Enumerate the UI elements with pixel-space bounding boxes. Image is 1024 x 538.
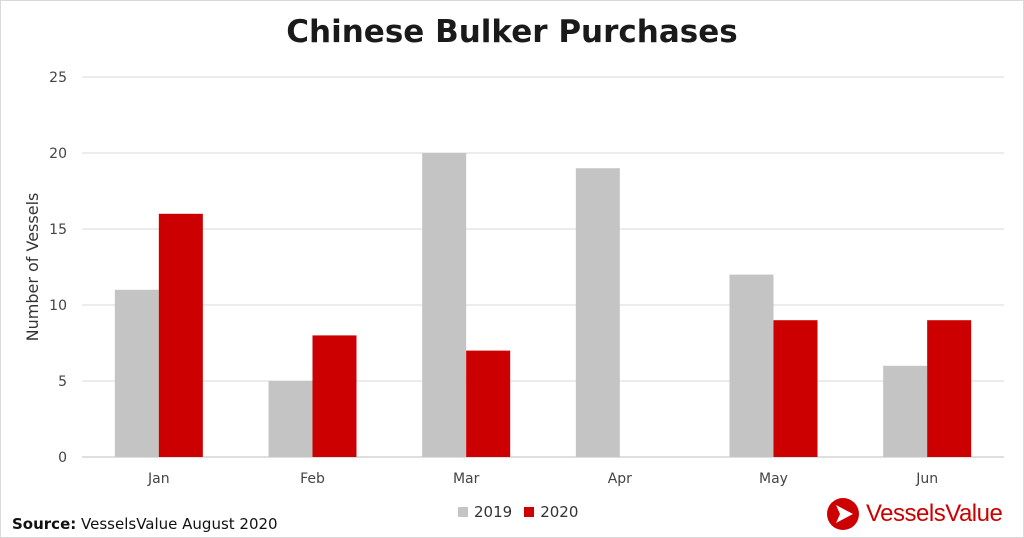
bar-2020-jun <box>927 320 972 457</box>
bar-2019-apr <box>575 168 620 457</box>
y-tick-label: 5 <box>58 374 67 390</box>
y-axis-label: Number of Vessels <box>23 193 42 342</box>
legend-item-2019: 2019 <box>458 503 512 521</box>
chart-title: Chinese Bulker Purchases <box>286 14 738 50</box>
logo-icon <box>827 498 859 530</box>
logo-text: VesselsValue <box>866 500 1003 527</box>
bar-2019-mar <box>422 153 467 457</box>
legend-label: 2019 <box>474 503 513 521</box>
legend: 2019 2020 <box>458 503 590 521</box>
y-tick-label: 0 <box>58 450 67 466</box>
bar-2019-feb <box>268 381 313 457</box>
legend-item-2020: 2020 <box>524 503 578 521</box>
bar-2019-jan <box>114 289 159 457</box>
legend-swatch <box>524 507 535 517</box>
y-tick-label: 15 <box>49 222 67 238</box>
bar-2020-jan <box>158 213 203 457</box>
y-tick-label: 25 <box>49 70 67 86</box>
x-tick-label: Apr <box>608 471 632 487</box>
tick-labels: 0 5 10 15 20 25 Jan Feb Mar Apr May Jun <box>49 70 938 487</box>
x-tick-label: Mar <box>453 471 480 487</box>
gridlines <box>82 76 1004 458</box>
bars <box>114 153 972 457</box>
bar-2020-feb <box>312 335 357 457</box>
bar-2020-may <box>773 320 818 457</box>
source-note: Source: VesselsValue August 2020 <box>12 515 278 533</box>
bar-2019-may <box>729 274 774 457</box>
x-tick-label: May <box>759 471 788 487</box>
x-tick-label: Feb <box>300 471 325 487</box>
source-label: Source: <box>12 515 77 533</box>
vesselsvalue-logo: VesselsValue <box>826 497 1003 531</box>
bar-2019-jun <box>883 365 928 457</box>
y-tick-label: 10 <box>49 298 67 314</box>
legend-label: 2020 <box>540 503 579 521</box>
source-text: VesselsValue August 2020 <box>81 515 278 533</box>
legend-swatch <box>458 507 468 517</box>
bar-2020-mar <box>466 350 511 457</box>
x-tick-label: Jan <box>147 471 170 487</box>
x-tick-label: Jun <box>915 471 938 487</box>
y-tick-label: 20 <box>49 146 67 162</box>
